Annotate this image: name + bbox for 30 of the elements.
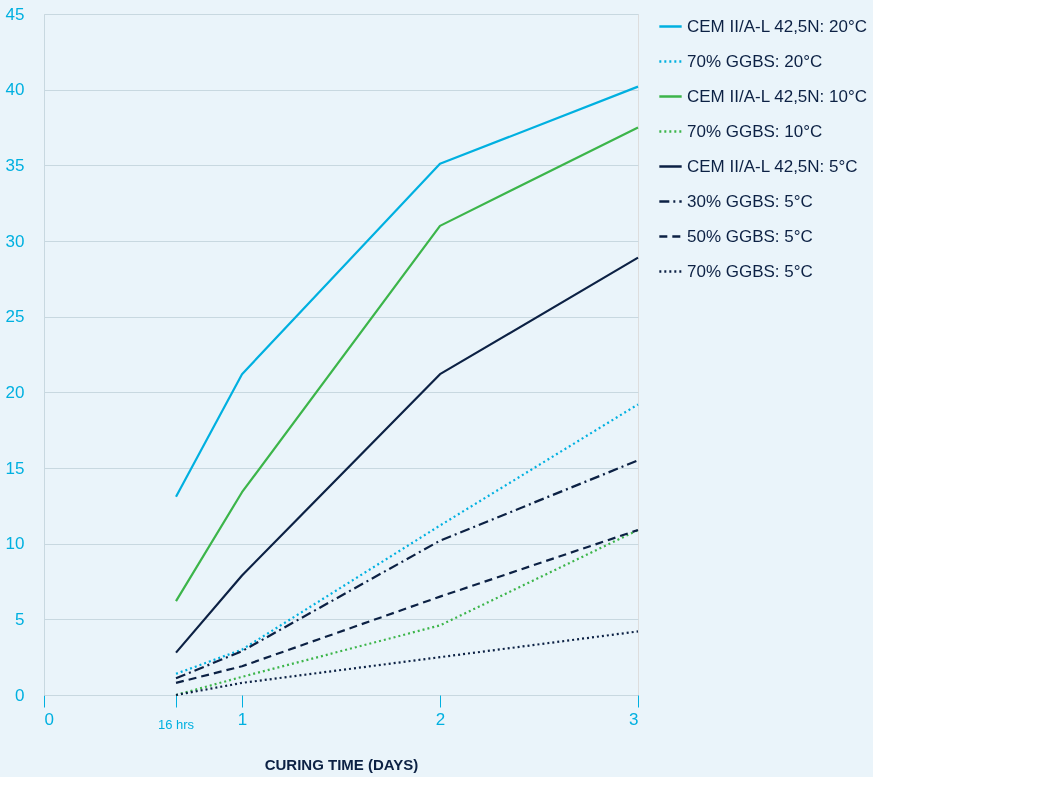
y-tick-label: 25 xyxy=(5,307,25,327)
y-tick-label: 45 xyxy=(5,4,25,24)
legend-label: CEM II/A-L 42,5N: 5°C xyxy=(687,156,858,176)
legend-label: 50% GGBS: 5°C xyxy=(687,226,813,246)
x-tick-label: 0 xyxy=(44,709,54,729)
legend-label: CEM II/A-L 42,5N: 10°C xyxy=(687,86,868,106)
x-tick-label: 2 xyxy=(435,709,446,729)
line-series xyxy=(174,403,640,675)
x-tick-label: 3 xyxy=(629,709,639,729)
line-series xyxy=(174,256,640,654)
y-tick-label: 35 xyxy=(5,155,25,175)
x-tick-label: 1 xyxy=(237,709,248,729)
legend-label: 70% GGBS: 20°C xyxy=(687,51,823,71)
y-tick-label: 5 xyxy=(15,609,25,629)
line-series xyxy=(174,630,640,697)
text: 16 hrs xyxy=(157,717,195,732)
y-tick-label: 10 xyxy=(5,534,25,554)
y-tick-label: 20 xyxy=(5,382,25,402)
y-tick-label: 15 xyxy=(5,458,25,478)
legend-label: 30% GGBS: 5°C xyxy=(687,191,813,211)
legend-label: CEM II/A-L 42,5N: 20°C xyxy=(687,16,868,36)
y-tick-label: 40 xyxy=(5,80,25,100)
legend-label: 70% GGBS: 10°C xyxy=(687,121,823,141)
y-tick-label: 0 xyxy=(15,685,25,705)
legend-label: 70% GGBS: 5°C xyxy=(687,261,813,281)
y-tick-label: 30 xyxy=(5,231,25,251)
x-axis-title: CURING TIME (DAYS) xyxy=(264,755,419,773)
line-series xyxy=(174,459,640,680)
line-series xyxy=(174,85,640,498)
line-series xyxy=(174,126,640,603)
